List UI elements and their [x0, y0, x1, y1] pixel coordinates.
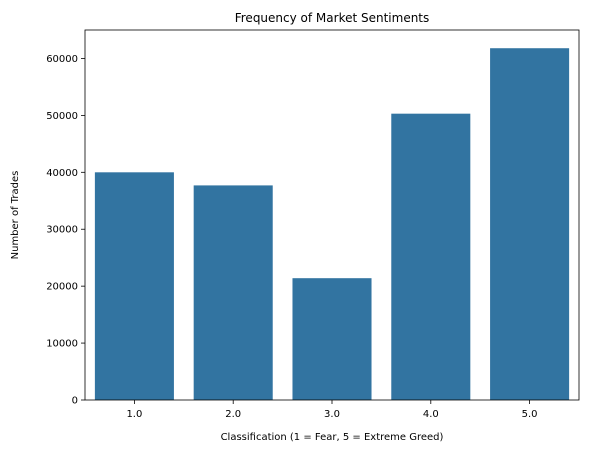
x-tick-label: 1.0	[126, 409, 142, 420]
bar-1.0	[94, 172, 174, 400]
y-tick-label: 50000	[46, 111, 78, 122]
y-tick-label: 30000	[46, 225, 78, 236]
x-tick-label: 3.0	[324, 409, 340, 420]
x-tick-label: 4.0	[423, 409, 439, 420]
y-tick-label: 20000	[46, 282, 78, 293]
y-tick-label: 60000	[46, 54, 78, 65]
bar-4.0	[391, 113, 471, 400]
y-tick-label: 0	[72, 396, 78, 407]
x-axis-label: Classification (1 = Fear, 5 = Extreme Gr…	[221, 432, 444, 443]
bar-3.0	[292, 278, 372, 400]
bar-5.0	[490, 48, 570, 400]
x-tick-label: 5.0	[522, 409, 538, 420]
y-axis-label: Number of Trades	[10, 171, 21, 260]
x-axis: 1.0 2.0 3.0 4.0 5.0	[126, 400, 538, 420]
y-tick-label: 40000	[46, 168, 78, 179]
y-axis: 0 10000 20000 30000 40000 50000 60000	[46, 54, 85, 407]
chart-title: Frequency of Market Sentiments	[235, 11, 430, 25]
bars-group	[94, 48, 570, 400]
bar-2.0	[193, 185, 273, 400]
x-tick-label: 2.0	[225, 409, 241, 420]
plot-frame	[84, 29, 580, 401]
y-tick-label: 10000	[46, 339, 78, 350]
